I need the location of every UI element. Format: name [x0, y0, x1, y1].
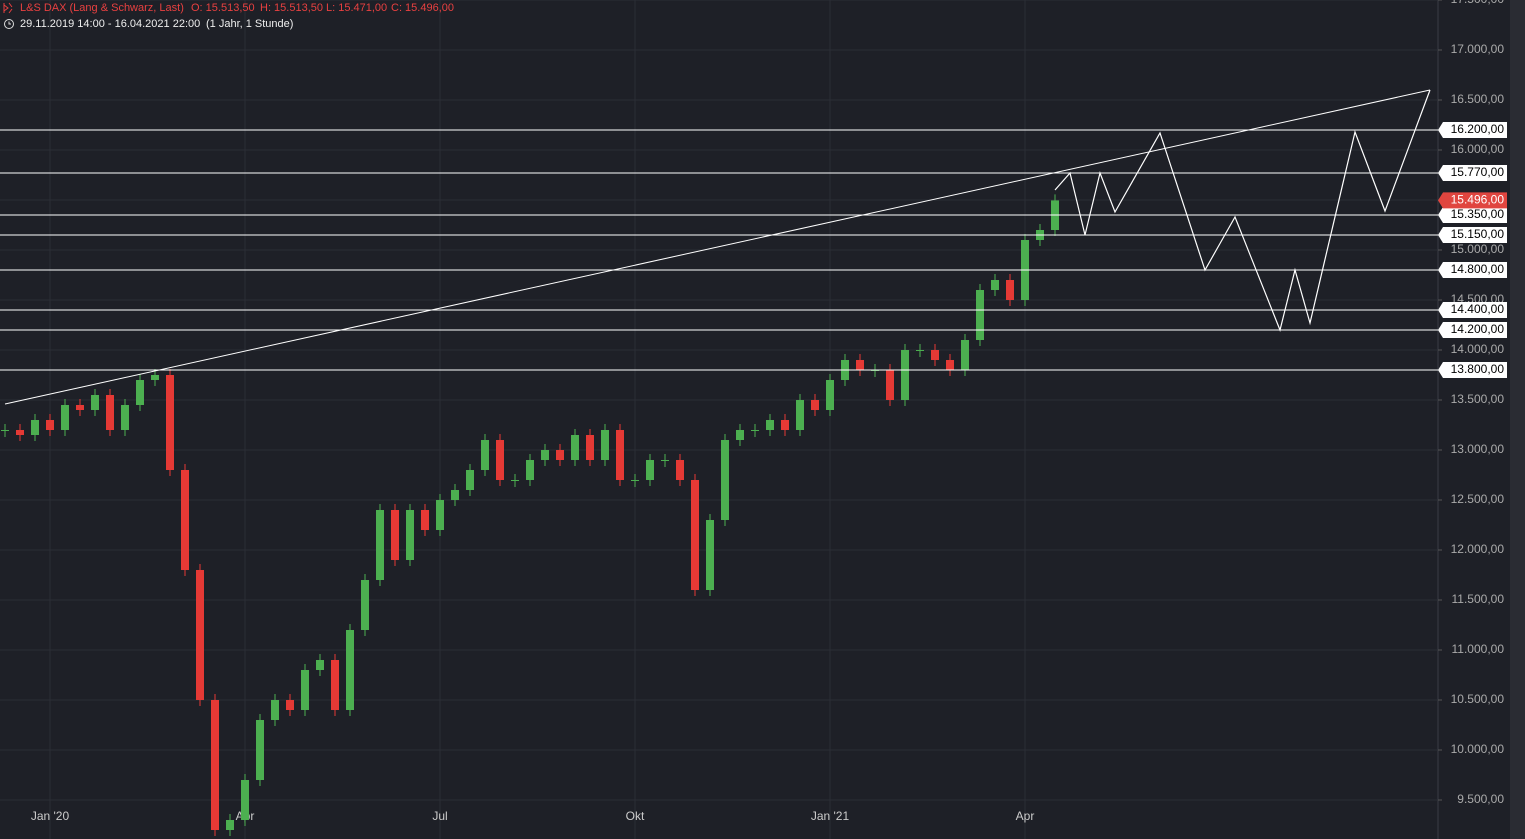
y-tick-label: 13.000,00 [1451, 442, 1505, 456]
level-label: 15.350,00 [1451, 207, 1505, 221]
clock-hand [8, 21, 11, 25]
last-price-box [1438, 192, 1507, 209]
date-range: 29.11.2019 14:00 - 16.04.2021 22:00 [20, 18, 200, 30]
x-tick-label: Okt [626, 809, 645, 823]
y-tick-label: 16.000,00 [1451, 142, 1505, 156]
header: L&S DAX (Lang & Schwarz, Last) O: 15.513… [3, 2, 454, 30]
y-tick-label: 11.000,00 [1452, 642, 1505, 656]
y-tick-label: 12.500,00 [1451, 492, 1505, 506]
y-tick-label: 17.000,00 [1451, 42, 1505, 56]
level-label: 16.200,00 [1451, 122, 1505, 136]
y-tick-label: 12.000,00 [1451, 542, 1505, 556]
logo-icon [3, 2, 13, 14]
instrument-title: L&S DAX (Lang & Schwarz, Last) [20, 2, 184, 14]
y-tick-label: 15.000,00 [1451, 242, 1505, 256]
level-label-box [1438, 207, 1507, 223]
level-label: 14.400,00 [1451, 302, 1505, 316]
open-value: O: 15.513,50 [191, 2, 255, 14]
level-label-box [1438, 122, 1507, 138]
y-tick-label: 16.500,00 [1451, 92, 1505, 106]
level-label-box [1438, 362, 1507, 378]
y-tick-label: 10.000,00 [1451, 742, 1505, 756]
x-tick-label: Jan '20 [31, 809, 70, 823]
clock-icon [4, 19, 14, 29]
scrollbar [1510, 0, 1525, 839]
trendline [4, 89, 1431, 405]
x-tick-label: Jan '21 [811, 809, 850, 823]
y-tick-label: 9.500,00 [1457, 792, 1504, 806]
last-price-label: 15.496,00 [1451, 193, 1505, 207]
level-label-box [1438, 322, 1507, 338]
marks [1, 194, 1059, 836]
level-label-box [1438, 227, 1507, 243]
overlay: 16.200,00 15.770,00 15.350,00 15.150,00 14.8… [0, 89, 1507, 405]
y-tick-label: 13.500,00 [1451, 392, 1505, 406]
level-label-box [1438, 302, 1507, 318]
level-label: 13.800,00 [1451, 362, 1505, 376]
level-label: 14.200,00 [1451, 322, 1505, 336]
y-tick-label: 11.500,00 [1452, 592, 1505, 606]
low-value: L: 15.471,00 [326, 2, 387, 14]
level-label-box [1438, 262, 1507, 278]
x-tick-label: Jul [432, 809, 447, 823]
y-axis-area [1438, 0, 1510, 839]
y-tick-label: 17.500,00 [1451, 0, 1505, 6]
y-tick-label: 14.000,00 [1451, 342, 1505, 356]
period: (1 Jahr, 1 Stunde) [206, 18, 293, 30]
close-value: C: 15.496,00 [391, 2, 454, 14]
level-label: 15.770,00 [1451, 165, 1505, 179]
y-tick-label: 10.500,00 [1451, 692, 1505, 706]
high-value: H: 15.513,50 [260, 2, 323, 14]
x-tick-label: Apr [1016, 809, 1035, 823]
level-label-box [1438, 165, 1507, 181]
level-label: 15.150,00 [1451, 227, 1505, 241]
projection-line [1054, 89, 1431, 332]
level-label: 14.800,00 [1451, 262, 1505, 276]
